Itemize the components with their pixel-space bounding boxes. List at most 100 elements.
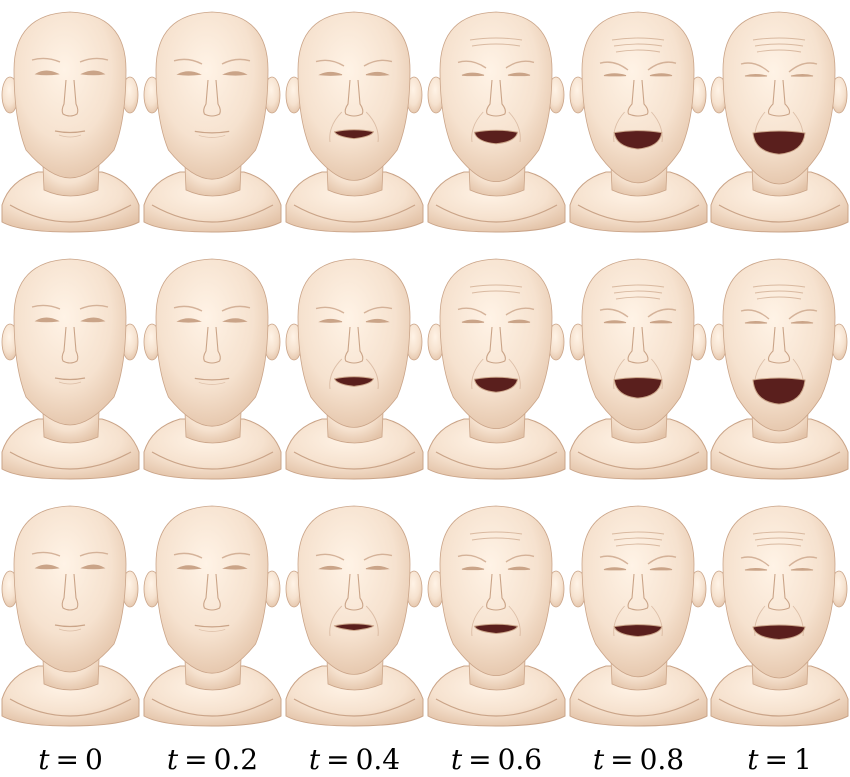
face-row1-col6 [709, 0, 850, 246]
mouth [54, 624, 86, 628]
open-mouth [333, 376, 375, 387]
forehead-wrinkle [469, 531, 523, 535]
right-eye [790, 568, 814, 571]
right-fold [508, 358, 521, 390]
open-mouth [613, 130, 663, 150]
right-eye [365, 565, 390, 570]
right-eye [222, 71, 248, 76]
face-row3-col1 [0, 494, 141, 740]
t-label: t = 1 [709, 742, 850, 777]
collar-line [151, 698, 274, 717]
nose [344, 79, 364, 117]
nose [344, 326, 364, 364]
left-eye [176, 565, 202, 570]
forehead-wrinkle [754, 290, 804, 294]
left-eye [176, 318, 202, 323]
collar-line [718, 204, 841, 223]
t-value: 0.4 [355, 743, 401, 776]
t-label: t = 0.6 [426, 742, 567, 777]
collar-line [9, 451, 132, 470]
right-brow [505, 554, 535, 563]
face-row3-col4 [426, 494, 567, 740]
face-render [1, 505, 140, 727]
nose [486, 573, 506, 611]
open-mouth [752, 130, 806, 155]
face-render [143, 11, 282, 233]
left-fold [613, 605, 625, 637]
face-row2-col3 [284, 247, 425, 493]
left-fold [329, 358, 343, 390]
collar-line [151, 451, 274, 470]
right-brow [647, 61, 677, 71]
lower-lip [198, 629, 226, 632]
collar-line [435, 698, 558, 717]
lower-lip [198, 135, 226, 138]
left-eye [603, 567, 627, 571]
collar-line [577, 451, 700, 470]
forehead-wrinkle [752, 37, 806, 41]
right-brow [505, 60, 535, 69]
right-eye [222, 565, 248, 570]
head [722, 11, 836, 185]
head [439, 505, 553, 677]
right-fold [792, 605, 804, 637]
right-eye [365, 318, 390, 323]
left-brow [315, 553, 345, 561]
right-eye [507, 319, 531, 324]
left-eye [603, 320, 627, 324]
forehead-wrinkle [752, 531, 806, 535]
right-fold [508, 605, 521, 637]
left-brow [740, 556, 770, 567]
left-eye [318, 71, 343, 76]
lower-lip [198, 382, 226, 385]
face-render [427, 505, 566, 727]
face-render [1, 258, 140, 480]
nose [486, 326, 506, 364]
head [439, 11, 553, 183]
mouth [194, 130, 230, 134]
t-equals: = [610, 743, 634, 776]
head [155, 11, 269, 180]
left-eye [34, 70, 60, 76]
left-brow [599, 61, 629, 71]
right-brow [647, 308, 677, 318]
face-render [710, 11, 849, 233]
right-eye [507, 566, 531, 571]
parameter-labels: t = 0 t = 0.2 t = 0.4 t = 0.6 t = 0.8 t = 1 [0, 742, 850, 777]
face-row3-col3 [284, 494, 425, 740]
collar-line [435, 451, 558, 470]
face-row1-col4 [426, 0, 567, 246]
t-variable: t [592, 743, 605, 776]
left-fold [471, 358, 484, 390]
mouth [194, 624, 230, 628]
face-render [710, 258, 849, 480]
t-equals: = [326, 743, 350, 776]
head [297, 258, 411, 428]
face-render [427, 258, 566, 480]
collar-line [577, 698, 700, 717]
left-fold [613, 111, 625, 143]
forehead-wrinkle [752, 284, 806, 288]
face-row2-col2 [142, 247, 283, 493]
nose [61, 326, 79, 364]
forehead-wrinkle [615, 296, 661, 300]
right-brow [647, 555, 677, 565]
t-label: t = 0.4 [284, 742, 425, 777]
forehead-wrinkle [471, 290, 521, 294]
left-brow [173, 58, 203, 65]
face-render [143, 505, 282, 727]
forehead-wrinkle [613, 537, 663, 541]
right-fold [651, 358, 663, 390]
t-label: t = 0.2 [142, 742, 283, 777]
left-brow [31, 304, 61, 310]
face-row2-col5 [568, 247, 709, 493]
face-render [285, 11, 424, 233]
right-brow [221, 305, 251, 312]
forehead-wrinkle [469, 37, 523, 41]
right-fold [651, 111, 663, 143]
left-brow [740, 309, 770, 320]
head [439, 258, 553, 430]
left-brow [457, 307, 487, 316]
left-eye [744, 568, 768, 571]
head [155, 505, 269, 674]
